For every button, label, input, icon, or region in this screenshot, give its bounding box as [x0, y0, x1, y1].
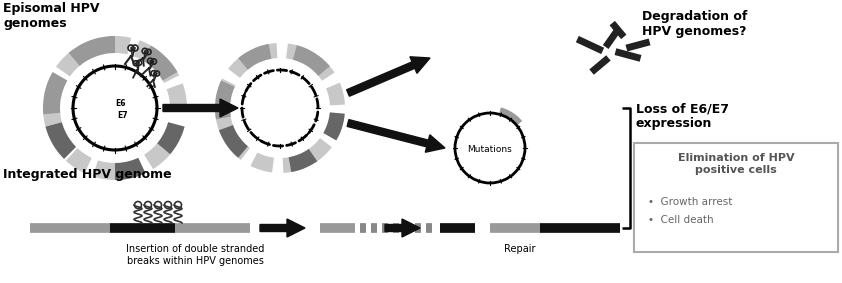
Polygon shape	[347, 57, 430, 96]
Polygon shape	[385, 219, 420, 237]
Polygon shape	[154, 57, 179, 83]
Polygon shape	[286, 44, 310, 63]
Polygon shape	[48, 128, 73, 154]
Text: Repair: Repair	[504, 244, 536, 254]
Text: Elimination of HPV
positive cells: Elimination of HPV positive cells	[678, 153, 794, 175]
Polygon shape	[134, 40, 159, 65]
Polygon shape	[307, 138, 332, 162]
Polygon shape	[250, 153, 274, 173]
Polygon shape	[167, 83, 187, 106]
Text: Insertion of double stranded
breaks within HPV genomes: Insertion of double stranded breaks with…	[125, 244, 264, 266]
Polygon shape	[69, 36, 115, 66]
Text: Degradation of
HPV genomes?: Degradation of HPV genomes?	[642, 10, 748, 38]
Polygon shape	[289, 149, 317, 172]
Polygon shape	[219, 125, 248, 158]
Polygon shape	[142, 46, 178, 80]
Polygon shape	[43, 104, 61, 127]
Polygon shape	[238, 44, 271, 70]
Text: Episomal HPV
genomes: Episomal HPV genomes	[3, 2, 99, 30]
Text: Mutations: Mutations	[467, 145, 513, 155]
Polygon shape	[347, 120, 445, 152]
Polygon shape	[499, 108, 522, 125]
Polygon shape	[144, 143, 170, 169]
Polygon shape	[79, 38, 104, 60]
Polygon shape	[45, 122, 76, 159]
Polygon shape	[43, 72, 67, 114]
Polygon shape	[260, 219, 305, 237]
Polygon shape	[215, 111, 234, 133]
Polygon shape	[66, 148, 92, 173]
Polygon shape	[254, 43, 277, 62]
Polygon shape	[226, 135, 250, 160]
Text: Loss of E6/E7
expression: Loss of E6/E7 expression	[636, 102, 729, 130]
Polygon shape	[56, 50, 82, 76]
Polygon shape	[310, 56, 334, 81]
Polygon shape	[93, 160, 115, 180]
Polygon shape	[157, 122, 184, 154]
Polygon shape	[122, 158, 146, 179]
FancyBboxPatch shape	[634, 143, 838, 252]
Polygon shape	[163, 99, 238, 117]
Text: •  Cell death: • Cell death	[648, 215, 714, 225]
Polygon shape	[161, 122, 184, 147]
Polygon shape	[216, 78, 236, 102]
Text: •  Growth arrest: • Growth arrest	[648, 197, 733, 207]
Polygon shape	[44, 74, 67, 98]
Polygon shape	[115, 158, 146, 180]
Polygon shape	[293, 45, 330, 76]
Text: Integrated HPV genome: Integrated HPV genome	[3, 168, 172, 181]
Polygon shape	[228, 53, 253, 78]
Polygon shape	[283, 154, 306, 173]
Text: E6: E6	[115, 100, 126, 108]
Polygon shape	[324, 114, 344, 138]
Polygon shape	[323, 112, 344, 140]
Polygon shape	[215, 81, 235, 119]
Polygon shape	[109, 36, 131, 54]
Text: E7: E7	[118, 112, 128, 121]
Polygon shape	[326, 83, 345, 105]
